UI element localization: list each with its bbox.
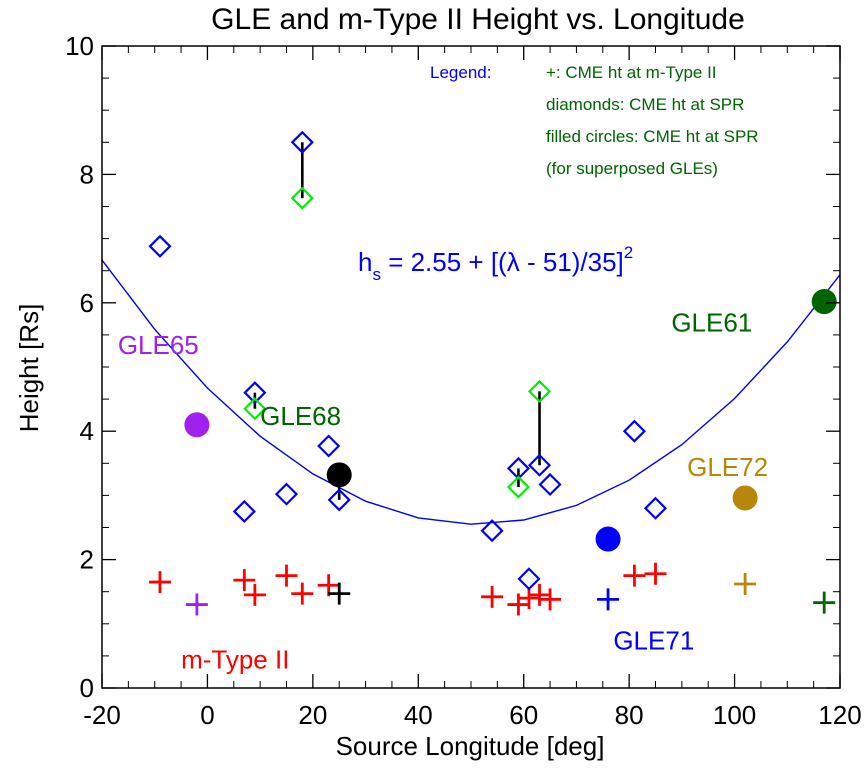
diamond-marker	[327, 488, 351, 512]
annotations-layer: GLE65 GLE68 GLE61 GLE72 GLE71 m-Type II	[118, 308, 768, 675]
legend-line-1: +: CME ht at m-Type II	[546, 63, 717, 82]
diamond-marker	[480, 519, 504, 543]
diamond-marker	[148, 234, 172, 258]
plus-marker	[539, 588, 562, 611]
plus-marker	[597, 588, 620, 611]
diamond-marker	[527, 453, 552, 477]
annotation-label: GLE61	[671, 308, 752, 338]
x-tick-label: 100	[713, 700, 756, 730]
plus-marker	[185, 593, 208, 616]
diamond-marker	[538, 472, 562, 497]
y-tick-label: 0	[80, 673, 94, 703]
y-tick-label: 4	[80, 416, 94, 446]
plus-marker	[481, 585, 504, 608]
annotation-label: GLE72	[687, 452, 768, 482]
filled-circle-marker	[732, 485, 758, 511]
y-tick-label: 10	[65, 31, 94, 61]
plus-marker	[517, 587, 540, 610]
y-tick-label: 8	[80, 159, 94, 189]
diamond-marker	[317, 434, 341, 458]
x-tick-label: -20	[83, 700, 121, 730]
filled-circle-marker	[184, 412, 210, 438]
filled-circle-marker	[595, 526, 621, 552]
y-tick-label: 6	[80, 288, 94, 318]
legend-line-3: filled circles: CME ht at SPR	[546, 127, 759, 146]
plus-marker	[644, 562, 667, 585]
annotation-label: GLE71	[613, 625, 694, 655]
chart-title: GLE and m-Type II Height vs. Longitude	[211, 3, 745, 36]
eq-body: = 2.55 + [(λ - 51)/35]	[381, 247, 624, 277]
diamond-marker	[517, 567, 541, 591]
diamond-marker	[527, 379, 552, 403]
plus-marker	[148, 571, 171, 594]
diamond-marker	[290, 186, 314, 210]
fit-curve-line	[102, 259, 840, 525]
x-tick-label: 20	[298, 700, 327, 730]
eq-base: h	[358, 247, 372, 277]
diamond-marker	[290, 130, 314, 154]
y-tick-label: 2	[80, 545, 94, 575]
markers-layer	[148, 130, 837, 616]
x-tick-label: 120	[818, 700, 861, 730]
filled-circle-marker	[326, 462, 352, 488]
diamond-marker	[232, 499, 256, 524]
x-axis-label: Source Longitude [deg]	[336, 731, 605, 761]
filled-circle-marker	[811, 289, 837, 315]
plus-marker	[243, 583, 266, 606]
diamond-marker	[622, 419, 646, 443]
annotation-label: GLE68	[260, 401, 341, 431]
legend-line-4: (for superposed GLEs)	[546, 159, 718, 178]
plus-marker	[275, 564, 298, 587]
plus-marker	[734, 572, 757, 595]
diamond-marker	[274, 482, 299, 506]
eq-sup: 2	[624, 243, 633, 262]
plus-marker	[813, 591, 836, 614]
annotation-label: m-Type II	[181, 645, 289, 675]
legend: Legend: +: CME ht at m-Type II diamonds:…	[430, 63, 759, 178]
diamond-marker	[243, 397, 267, 421]
plus-marker	[528, 583, 551, 606]
diamond-marker	[506, 475, 530, 499]
fit-curve-layer	[102, 259, 840, 525]
plus-marker	[328, 582, 351, 605]
diamond-marker	[643, 496, 668, 520]
eq-sub: s	[372, 265, 381, 284]
height-bars-layer	[253, 142, 541, 500]
legend-heading: Legend:	[430, 63, 491, 82]
x-tick-label: 60	[509, 700, 538, 730]
fit-equation: hs = 2.55 + [(λ - 51)/35]2	[358, 243, 633, 284]
x-tick-label: 40	[404, 700, 433, 730]
plus-marker	[291, 582, 314, 605]
diamond-marker	[243, 381, 267, 405]
plus-marker	[623, 564, 646, 587]
x-tick-label: 80	[615, 700, 644, 730]
y-axis-label: Height [Rs]	[14, 304, 44, 433]
x-tick-label: 0	[200, 700, 214, 730]
legend-line-2: diamonds: CME ht at SPR	[546, 95, 744, 114]
annotation-label: GLE65	[118, 330, 199, 360]
plus-marker	[233, 569, 256, 592]
